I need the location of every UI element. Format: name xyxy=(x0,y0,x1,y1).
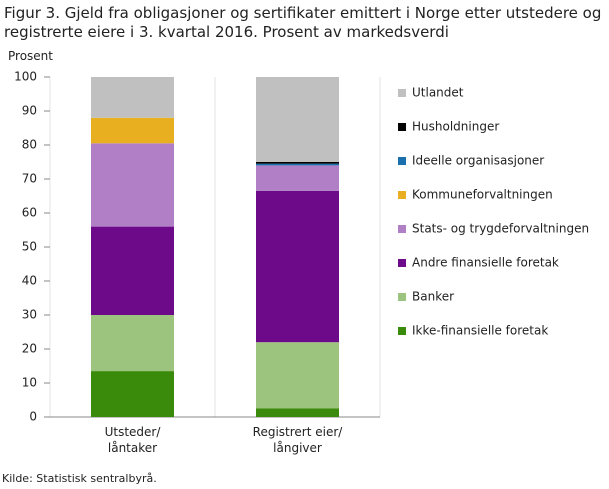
y-tick-label: 20 xyxy=(22,342,37,356)
y-tick-label: 10 xyxy=(22,376,37,390)
bar-segment xyxy=(256,77,339,162)
bar-segment xyxy=(91,315,174,372)
legend-swatch xyxy=(398,157,406,165)
legend-label: Andre finansielle foretak xyxy=(412,256,559,270)
bar-segment xyxy=(256,165,339,191)
legend-swatch xyxy=(398,191,406,199)
y-tick-label: 0 xyxy=(29,410,37,424)
bar-segment xyxy=(91,117,174,144)
y-tick-label: 100 xyxy=(14,70,37,84)
chart-title: Figur 3. Gjeld fra obligasjoner og serti… xyxy=(4,4,602,41)
y-tick-label: 80 xyxy=(22,138,37,152)
legend-label: Husholdninger xyxy=(412,120,499,134)
source: Kilde: Statistisk sentralbyrå. xyxy=(2,472,157,485)
bar-segment xyxy=(91,143,174,227)
y-tick-label: 90 xyxy=(22,104,37,118)
y-tick-label: 60 xyxy=(22,206,37,220)
x-tick-label: Registrert eier/ långiver xyxy=(252,425,343,455)
x-tick-label: Utsteder/ låntaker xyxy=(104,425,161,455)
bar-segment xyxy=(256,342,339,409)
bar-segment xyxy=(256,190,339,343)
legend-label: Utlandet xyxy=(412,86,464,100)
bar-segment xyxy=(256,408,339,417)
bar-segment xyxy=(256,162,339,164)
legend-swatch xyxy=(398,259,406,267)
legend-label: Banker xyxy=(412,290,454,304)
legend-swatch xyxy=(398,327,406,335)
legend-swatch xyxy=(398,225,406,233)
y-tick-label: 30 xyxy=(22,308,37,322)
y-tick-label: 40 xyxy=(22,274,37,288)
legend-swatch xyxy=(398,89,406,97)
y-tick-label: 70 xyxy=(22,172,37,186)
bar-segment xyxy=(91,77,174,118)
bar-segment xyxy=(91,226,174,315)
legend-swatch xyxy=(398,293,406,301)
legend-label: Stats- og trygdeforvaltningen xyxy=(412,222,589,236)
bar-segment xyxy=(91,371,174,417)
legend-label: Ideelle organisasjoner xyxy=(412,154,544,168)
y-axis-label: Prosent xyxy=(8,49,53,63)
y-tick-label: 50 xyxy=(22,240,37,254)
legend-label: Kommuneforvaltningen xyxy=(412,188,553,202)
legend-swatch xyxy=(398,123,406,131)
legend-label: Ikke-finansielle foretak xyxy=(412,324,548,338)
bar-segment xyxy=(256,163,339,166)
